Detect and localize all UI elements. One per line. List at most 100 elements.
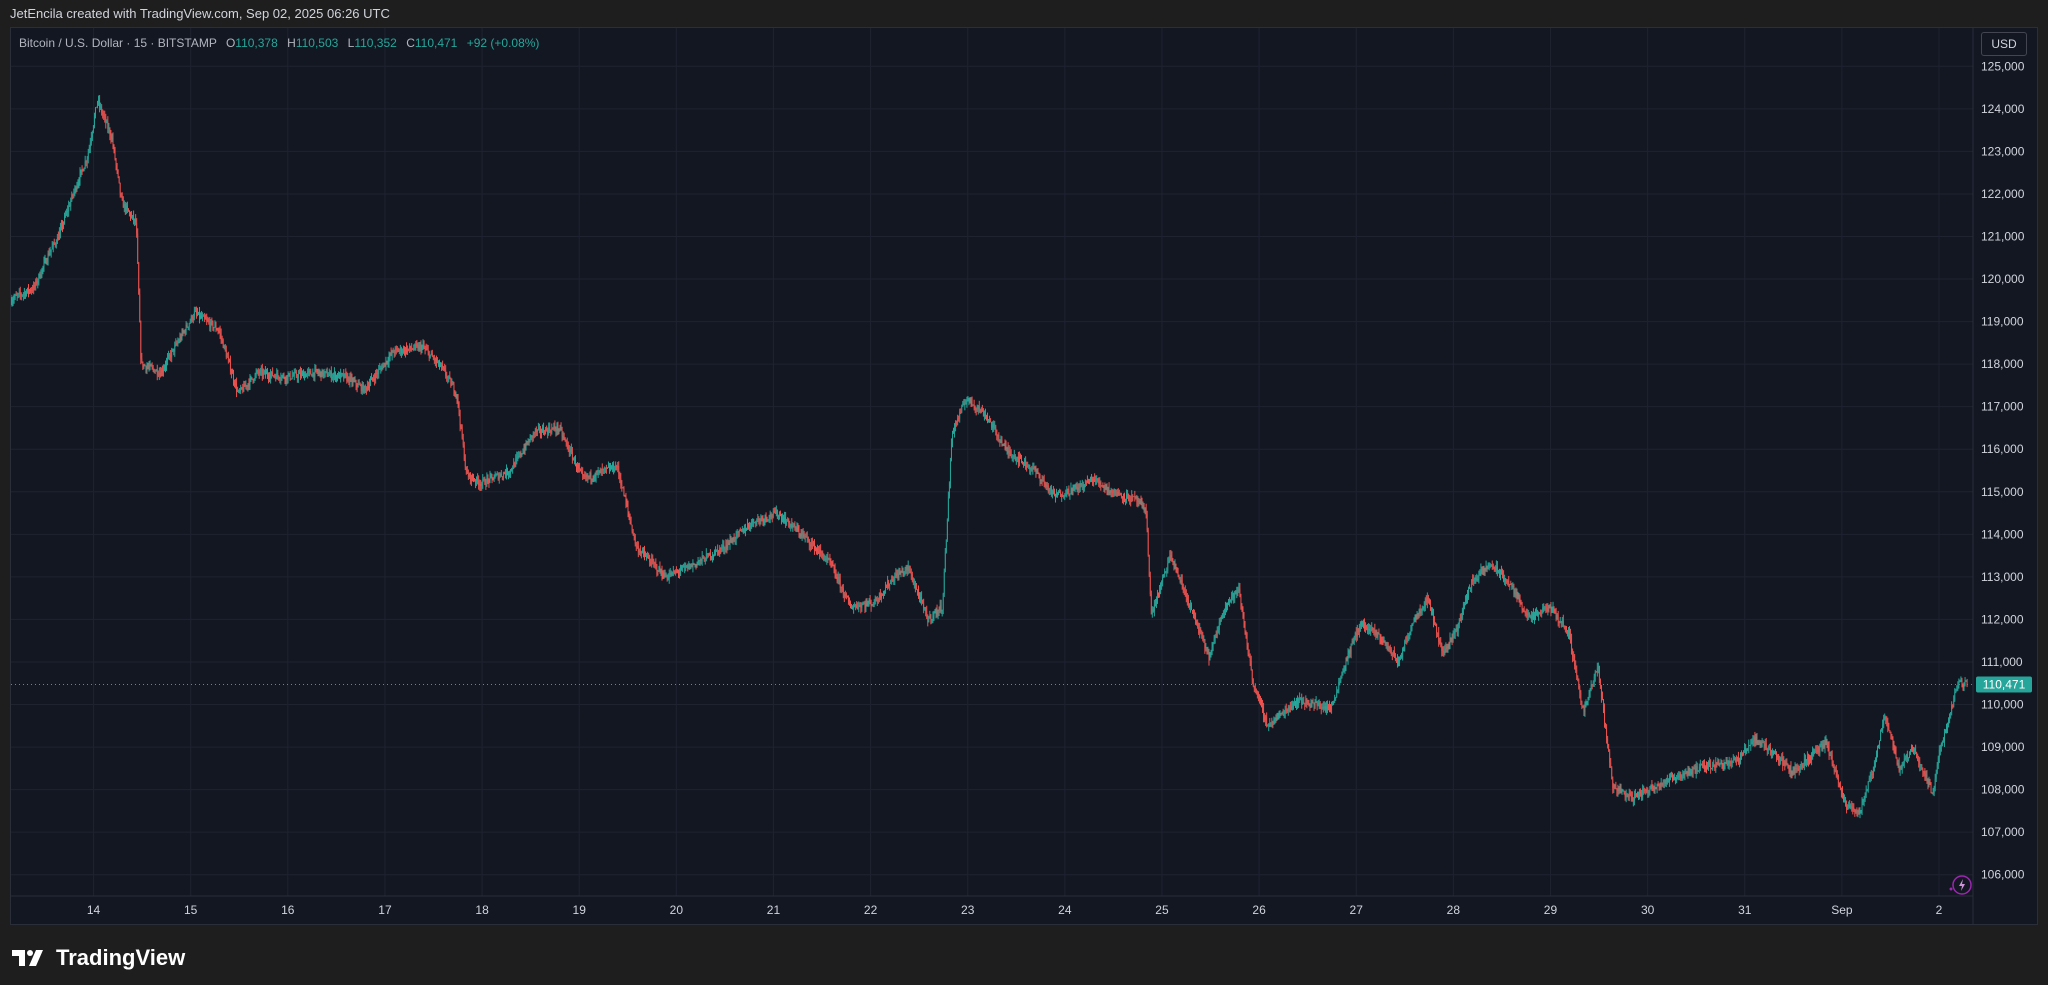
candle-body: [1418, 609, 1420, 616]
candle-body: [1233, 593, 1235, 599]
candle-body: [1446, 646, 1448, 648]
candle-body: [1073, 486, 1075, 489]
candle-body: [559, 426, 561, 430]
candle-body: [1193, 611, 1194, 615]
candle-body: [1576, 669, 1578, 677]
candle-body: [623, 487, 625, 497]
candle-body: [1847, 806, 1849, 810]
candle-body: [1341, 674, 1343, 679]
candle-body: [1600, 678, 1601, 686]
candle-body: [922, 599, 924, 604]
candle-body: [1374, 629, 1376, 635]
candle-body: [80, 169, 82, 173]
candle-body: [910, 573, 912, 575]
candle-body: [837, 576, 839, 581]
candle-body: [1137, 501, 1139, 502]
candle-body: [1430, 603, 1431, 610]
candle-body: [466, 470, 468, 474]
candle-body: [800, 534, 802, 537]
candle-body: [684, 566, 686, 568]
candle-body: [889, 583, 891, 587]
symbol-title[interactable]: Bitcoin / U.S. Dollar · 15 · BITSTAMP: [19, 36, 217, 50]
candle-body: [471, 475, 472, 481]
candle-body: [1706, 767, 1707, 769]
candle-body: [999, 439, 1001, 443]
candle-body: [1298, 699, 1299, 704]
candle-body: [1187, 600, 1189, 606]
candle-body: [1182, 584, 1184, 589]
chart-panel[interactable]: 110,471 106,000 107,000 108,000 109,000 110,…: [10, 27, 2038, 925]
candle-body: [1628, 792, 1630, 798]
candle-body: [1376, 631, 1378, 637]
candle-body: [1616, 788, 1618, 792]
candle-body: [558, 429, 560, 431]
candle-body: [1756, 736, 1758, 744]
candle-body: [1433, 611, 1434, 622]
candle-body: [1211, 646, 1213, 652]
candle-body: [225, 350, 227, 358]
candle-body: [1752, 740, 1754, 742]
price-axis[interactable]: 106,000107,000108,000109,000110,000111,0…: [1981, 59, 2025, 881]
candle-body: [1780, 757, 1782, 762]
candle-body: [1645, 789, 1647, 791]
candle-body: [30, 289, 31, 292]
candle-body: [1923, 771, 1925, 774]
candle-body: [842, 587, 844, 595]
candle-body: [279, 378, 281, 380]
candle-body: [1508, 580, 1510, 585]
candle-body: [13, 297, 15, 300]
candle-body: [1834, 769, 1836, 772]
candle-body: [590, 472, 592, 480]
candle-body: [1206, 647, 1208, 652]
candle-body: [350, 376, 352, 378]
x-tick-label: 26: [1252, 903, 1266, 917]
candle-body: [979, 409, 981, 413]
time-axis[interactable]: 14 15 16 17 18 19 20 21 22 23 24 25 26 27 28 29 30 31 Sep 2: [87, 903, 1943, 917]
candle-body: [694, 564, 696, 565]
candle-body: [197, 313, 198, 315]
candle-body: [433, 358, 435, 361]
candle-body: [873, 604, 875, 605]
candle-body: [1649, 789, 1651, 792]
candle-body: [1731, 760, 1733, 764]
candle-body: [738, 530, 740, 533]
candle-body: [534, 429, 536, 433]
candle-body: [429, 354, 431, 358]
candle-body: [1512, 585, 1514, 587]
candle-body: [1012, 456, 1014, 458]
candle-body: [367, 386, 368, 390]
candle-body: [1445, 646, 1447, 649]
candle-body: [1404, 641, 1406, 652]
lightning-icon[interactable]: [1949, 875, 1972, 895]
candle-body: [1758, 742, 1760, 744]
candle-body: [1927, 781, 1929, 787]
candle-body: [804, 536, 806, 538]
candle-body: [377, 373, 379, 375]
candle-body: [762, 518, 764, 522]
candle-body: [482, 479, 484, 484]
candle-body: [1674, 777, 1675, 780]
currency-button[interactable]: USD: [1981, 32, 2027, 56]
candle-body: [1931, 793, 1933, 794]
candle-body: [267, 372, 268, 376]
candle-body: [975, 408, 977, 410]
candle-body: [485, 484, 487, 486]
candle-body: [1225, 606, 1226, 610]
candle-body: [276, 373, 278, 380]
candle-body: [165, 365, 166, 368]
price-chart[interactable]: 110,471 106,000107,000108,000109,000110,…: [11, 28, 2037, 924]
candle-body: [1184, 591, 1186, 595]
candle-body: [829, 558, 831, 562]
candle-body: [1479, 572, 1481, 576]
candle-body: [1845, 800, 1846, 806]
candle-body: [1042, 480, 1044, 482]
brand[interactable]: TradingView: [12, 945, 185, 971]
candle-body: [1214, 635, 1216, 639]
candle-body: [1804, 759, 1806, 762]
candle-body: [1703, 765, 1704, 767]
candle-body: [359, 384, 361, 386]
candle-body: [932, 616, 934, 620]
candle-body: [830, 561, 832, 563]
candle-body: [1696, 765, 1698, 772]
candle-body: [1219, 617, 1221, 623]
